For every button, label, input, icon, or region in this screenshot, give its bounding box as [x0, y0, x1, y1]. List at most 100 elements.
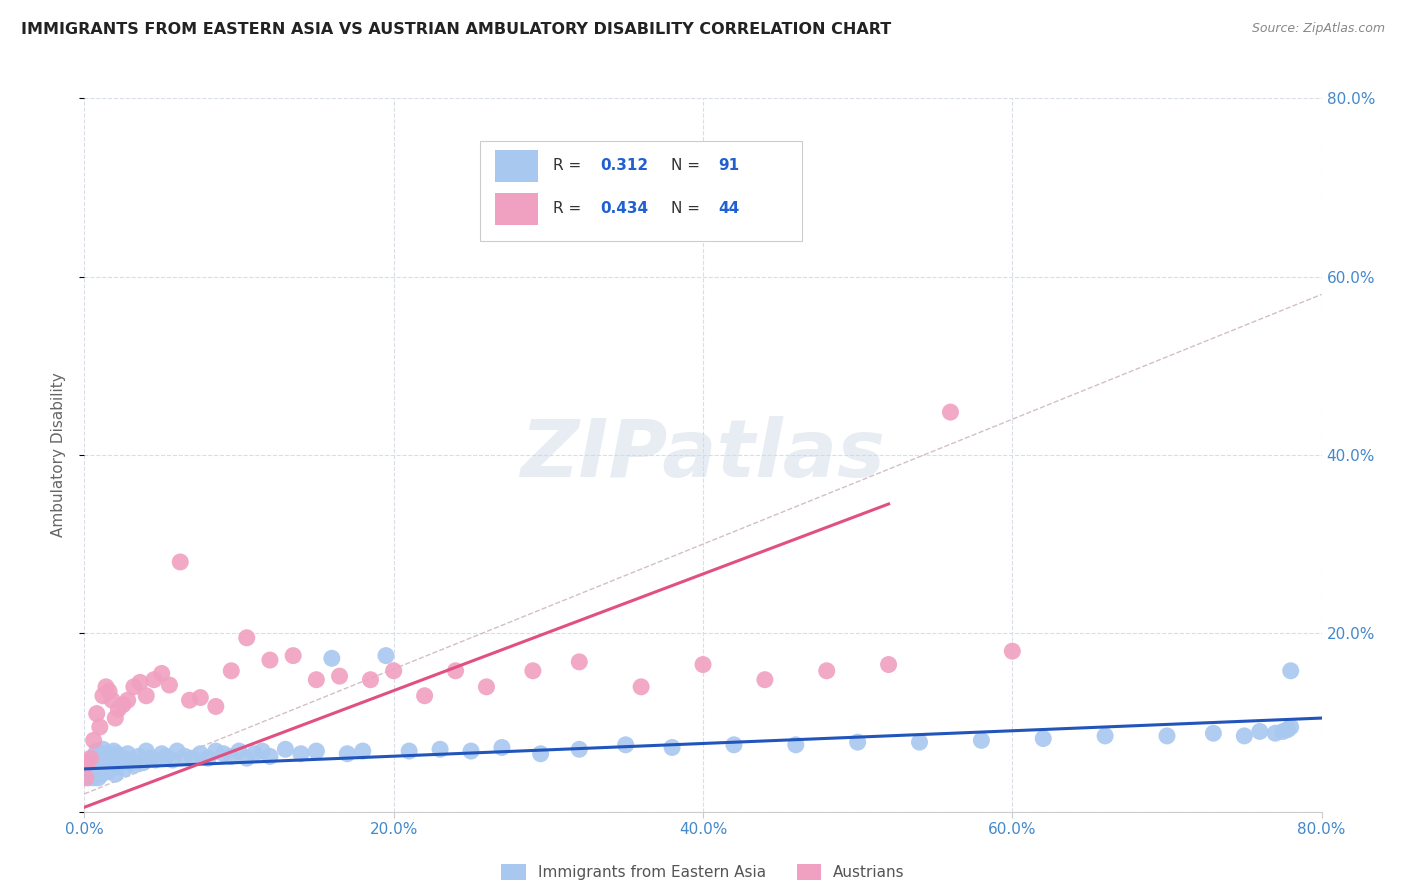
Point — [360, 673, 382, 687]
Point — [89, 747, 111, 761]
Point — [107, 702, 129, 716]
Point — [86, 767, 108, 781]
Point — [79, 767, 101, 781]
Point — [135, 689, 157, 703]
Point — [150, 747, 173, 761]
Point — [336, 747, 359, 761]
Point — [100, 751, 122, 765]
Point — [375, 648, 398, 663]
Point — [132, 756, 155, 770]
Y-axis label: Ambulatory Disability: Ambulatory Disability — [51, 373, 66, 537]
Point — [181, 751, 204, 765]
Point — [107, 753, 129, 767]
Point — [908, 735, 931, 749]
Point — [162, 753, 184, 767]
Point — [970, 733, 993, 747]
Point — [76, 764, 98, 779]
Point — [169, 555, 191, 569]
Point — [79, 753, 101, 767]
Point — [1202, 726, 1225, 740]
Point — [112, 698, 135, 712]
Point — [815, 664, 838, 678]
Point — [283, 648, 305, 663]
Point — [77, 756, 100, 770]
Point — [179, 693, 201, 707]
Point — [94, 753, 117, 767]
Text: R =: R = — [554, 202, 586, 216]
Point — [75, 771, 97, 785]
Point — [145, 753, 167, 767]
Point — [90, 751, 112, 765]
Point — [846, 735, 869, 749]
Point — [128, 749, 150, 764]
Point — [105, 747, 128, 761]
Point — [91, 689, 114, 703]
Text: R =: R = — [554, 159, 586, 173]
Text: N =: N = — [671, 159, 704, 173]
FancyBboxPatch shape — [495, 193, 538, 225]
Point — [205, 744, 228, 758]
Point — [1032, 731, 1054, 746]
Point — [174, 749, 197, 764]
Point — [1277, 723, 1299, 737]
Point — [135, 744, 157, 758]
Point — [305, 744, 328, 758]
Text: 0.434: 0.434 — [600, 202, 648, 216]
Point — [1249, 724, 1271, 739]
Point — [77, 771, 100, 785]
Point — [723, 738, 745, 752]
Point — [614, 738, 637, 752]
Point — [522, 664, 544, 678]
Point — [87, 756, 110, 770]
Point — [568, 742, 591, 756]
Point — [188, 747, 212, 761]
Point — [877, 657, 900, 672]
Point — [83, 751, 105, 765]
Point — [754, 673, 776, 687]
Point — [661, 740, 683, 755]
Point — [939, 405, 962, 419]
Point — [87, 771, 110, 785]
Point — [103, 744, 125, 758]
Point — [98, 758, 121, 772]
Point — [104, 767, 127, 781]
Point — [305, 673, 328, 687]
Point — [321, 651, 343, 665]
Point — [444, 664, 467, 678]
Text: 91: 91 — [718, 159, 740, 173]
Point — [413, 689, 436, 703]
Point — [274, 742, 297, 756]
Point — [530, 747, 553, 761]
Point — [143, 673, 166, 687]
Point — [155, 749, 177, 764]
Point — [785, 738, 807, 752]
Text: 0.312: 0.312 — [600, 159, 648, 173]
Point — [91, 742, 114, 756]
Point — [188, 690, 212, 705]
Point — [1233, 729, 1256, 743]
Text: 44: 44 — [718, 202, 740, 216]
FancyBboxPatch shape — [481, 141, 801, 241]
Point — [76, 756, 98, 770]
Point — [86, 706, 108, 721]
Text: IMMIGRANTS FROM EASTERN ASIA VS AUSTRIAN AMBULATORY DISABILITY CORRELATION CHART: IMMIGRANTS FROM EASTERN ASIA VS AUSTRIAN… — [21, 22, 891, 37]
Point — [101, 762, 124, 776]
Point — [221, 749, 243, 764]
Point — [117, 747, 139, 761]
Point — [197, 751, 219, 765]
Point — [89, 760, 111, 774]
Point — [1094, 729, 1116, 743]
Point — [329, 669, 352, 683]
Point — [1156, 729, 1178, 743]
Point — [94, 680, 117, 694]
Point — [108, 756, 131, 770]
FancyBboxPatch shape — [495, 150, 538, 182]
Point — [1279, 664, 1302, 678]
Point — [122, 680, 145, 694]
Point — [114, 762, 136, 776]
Point — [259, 653, 281, 667]
Point — [129, 675, 152, 690]
Point — [75, 769, 97, 783]
Point — [228, 744, 250, 758]
Text: N =: N = — [671, 202, 704, 216]
